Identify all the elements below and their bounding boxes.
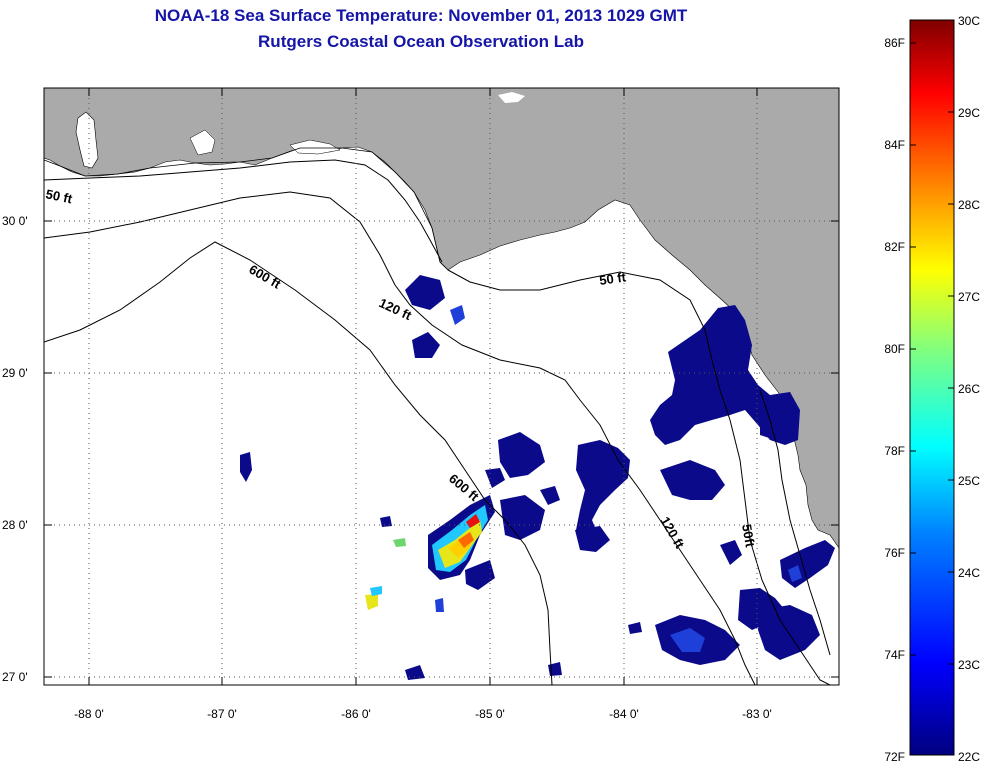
sst-mid-patches [435,305,802,652]
lat-label-30: 30 0' [2,214,28,228]
cb-label-24c: 24C [958,566,980,580]
map-frame [43,87,840,686]
lat-label-27: 27 0' [2,670,28,684]
cb-label-26c: 26C [958,382,980,396]
colorbar: 86F 84F 82F 80F 78F 76F 74F 72F 30C 29C … [884,14,980,764]
cb-label-29c: 29C [958,106,980,120]
small-bay [189,129,216,156]
lon-label-88: -88 0' [74,707,104,721]
map-title: NOAA-18 Sea Surface Temperature: Novembe… [154,6,688,25]
colorbar-gradient [909,19,955,756]
contour-label-50ft-b: 50ft [739,523,758,549]
lat-label-29: 29 0' [2,366,28,380]
lon-label-87: -87 0' [207,707,237,721]
cb-label-80f: 80F [884,342,905,356]
cb-label-82f: 82F [884,240,905,254]
cb-label-72f: 72F [884,750,905,764]
lake [498,92,525,103]
cb-label-22c: 22C [958,750,980,764]
lon-label-86: -86 0' [341,707,371,721]
cb-label-23c: 23C [958,658,980,672]
bathymetry-contours [44,159,831,685]
cb-label-76f: 76F [884,546,905,560]
cb-label-84f: 84F [884,138,905,152]
bay-west [289,139,341,155]
lon-label-85: -85 0' [475,707,505,721]
cb-label-30c: 30C [958,14,980,28]
cb-label-28c: 28C [958,198,980,212]
mobile-bay [75,111,99,169]
sst-warm-plume [365,495,495,610]
map-subtitle: Rutgers Coastal Ocean Observation Lab [258,32,584,51]
cb-label-78f: 78F [884,444,905,458]
lon-label-83: -83 0' [742,707,772,721]
contour-label-50ft-east: 50 ft [598,269,627,288]
axis-ticks [44,88,839,685]
cb-label-74f: 74F [884,648,905,662]
contour-label-50ft-west: 50 ft [44,186,74,206]
coastline [44,147,449,271]
lon-label-84: -84 0' [609,707,639,721]
cb-label-27c: 27C [958,290,980,304]
cb-label-86f: 86F [884,36,905,50]
cb-label-25c: 25C [958,474,980,488]
lat-label-28: 28 0' [2,518,28,532]
